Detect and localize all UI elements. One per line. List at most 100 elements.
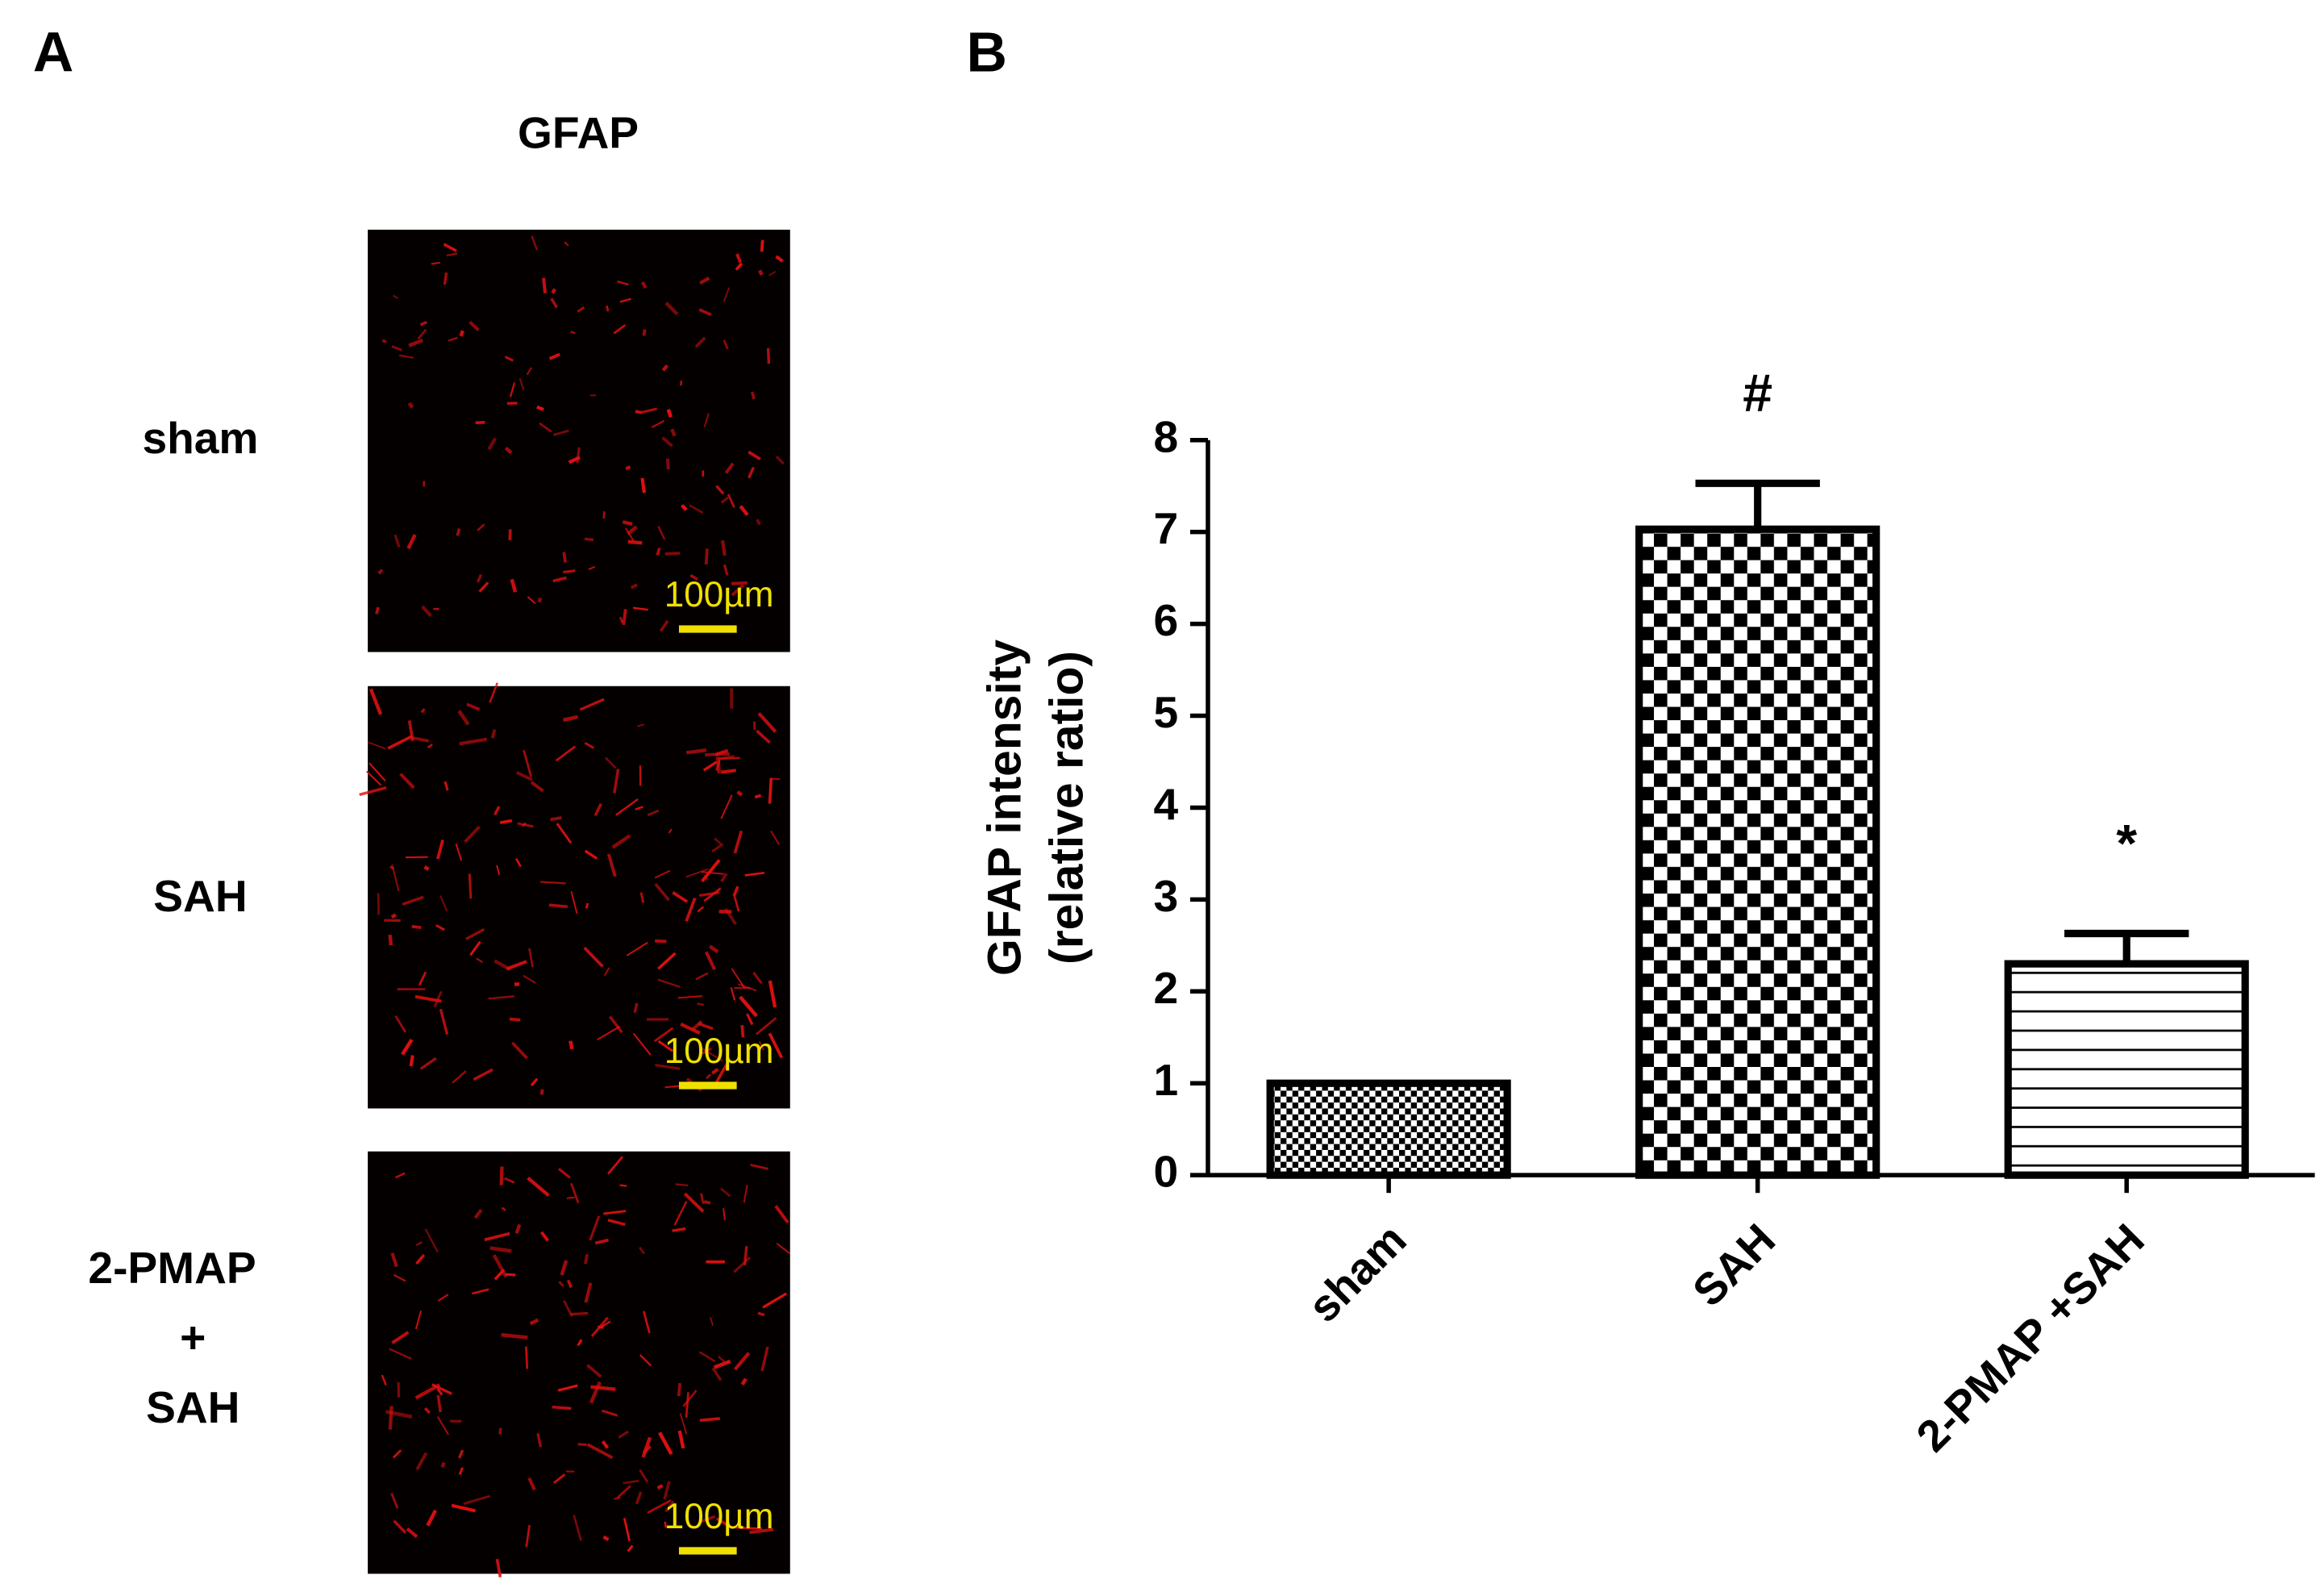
cell-process (514, 1223, 522, 1234)
cell-process (603, 1210, 627, 1215)
cell-process (720, 540, 727, 556)
cell-process (389, 1348, 412, 1360)
cell-process (542, 277, 547, 294)
cell-process (499, 819, 513, 824)
cell-process (359, 786, 387, 797)
cell-process (655, 939, 667, 944)
cell-process (550, 815, 562, 822)
cell-process (409, 1055, 414, 1067)
cell-process (570, 331, 576, 335)
cell-process (509, 382, 516, 398)
cell-process (393, 1519, 407, 1534)
cell-process (501, 1332, 528, 1340)
cell-process (748, 466, 755, 479)
cell-process (421, 605, 432, 617)
cell-process (399, 773, 415, 790)
cell-process (602, 1320, 611, 1327)
cell-process (504, 355, 514, 362)
cell-process (683, 1192, 705, 1213)
cell-process (468, 873, 473, 899)
cell-process (408, 338, 423, 348)
cell-process (390, 1252, 398, 1268)
cell-process (657, 1040, 673, 1052)
micrograph (368, 1151, 790, 1574)
cell-process (733, 830, 743, 854)
cell-process (664, 1500, 675, 1513)
cell-process (647, 809, 660, 817)
cell-process (557, 1168, 571, 1179)
cell-process (436, 1387, 444, 1396)
cell-process (758, 269, 764, 276)
cell-process (423, 1406, 431, 1415)
cell-process (701, 859, 721, 883)
cell-process (431, 261, 440, 265)
cell-process (573, 1515, 582, 1541)
cell-process (656, 548, 661, 556)
cell-process (768, 270, 777, 277)
cell-process (735, 262, 743, 271)
cell-process (675, 1183, 689, 1186)
y-axis-title-line: GFAP intensity (978, 640, 1031, 976)
cell-process (477, 523, 485, 531)
cell-process (452, 1070, 467, 1084)
cell-process (746, 1013, 754, 1026)
cell-process (536, 1433, 543, 1448)
cell-process (698, 1351, 716, 1363)
cell-process (489, 1246, 512, 1253)
cell-process (389, 865, 395, 870)
cell-process (768, 1032, 784, 1059)
cell-process (528, 948, 534, 968)
cell-process (758, 1040, 764, 1051)
cell-process (463, 1494, 490, 1506)
cell-process (577, 306, 585, 313)
cell-process (527, 1477, 536, 1491)
cell-process (766, 348, 771, 365)
cell-process (611, 834, 631, 849)
x-tick-label: SAH (1683, 1215, 1785, 1316)
cell-process (632, 606, 648, 611)
cell-process (720, 873, 728, 883)
scale-bar-label: 100µm (664, 575, 774, 615)
cell-process (677, 995, 703, 999)
cell-process (498, 1427, 502, 1435)
cell-process (539, 1089, 544, 1095)
cell-process (723, 340, 729, 350)
cell-process (484, 1231, 510, 1242)
cell-process (733, 894, 740, 912)
cell-process (593, 802, 602, 817)
cell-process (748, 450, 761, 460)
cell-process (657, 526, 666, 540)
cell-process (673, 1201, 688, 1226)
cell-process (369, 688, 383, 715)
cell-process (760, 240, 764, 252)
cell-process (469, 940, 481, 956)
cell-process (679, 1413, 688, 1435)
y-tick-label: 4 (1154, 779, 1179, 829)
cell-process (639, 1247, 645, 1255)
chart: 0 1 2 3 4 5 6 7 8 sham SAH #2-PMAP +SAH * (1154, 364, 2315, 1461)
cell-process (677, 1430, 685, 1449)
cell-process (703, 887, 722, 902)
cell-process (715, 485, 725, 495)
cell-process (457, 710, 470, 726)
cell-process (613, 769, 620, 794)
cell-process (398, 354, 414, 359)
cell-process (666, 408, 673, 418)
cell-process (539, 422, 552, 433)
cell-process (437, 1294, 449, 1302)
cell-process (531, 235, 539, 251)
cell-process (459, 330, 464, 337)
cell-process (607, 1219, 626, 1227)
cell-process (585, 902, 589, 909)
cell-process (685, 868, 709, 878)
cell-process (760, 1346, 769, 1372)
cell-process (517, 822, 534, 828)
cell-process (672, 1227, 686, 1232)
cell-process (548, 352, 560, 360)
cell-process (633, 1002, 639, 1014)
cell-process (743, 1246, 748, 1265)
scale-bar-label: 100µm (664, 1031, 774, 1071)
cell-process (739, 505, 749, 516)
cell-process (685, 897, 697, 922)
cell-process (730, 987, 736, 1001)
